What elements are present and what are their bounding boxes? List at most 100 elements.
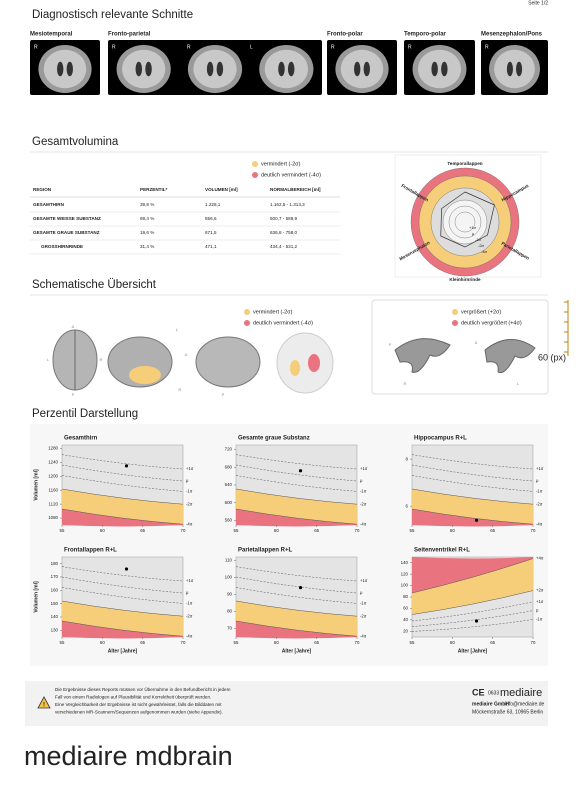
y-tick-label: 170: [51, 574, 59, 579]
brain-matter: [417, 49, 462, 89]
sigma-line: [235, 620, 358, 637]
sigma-label: μ: [186, 590, 189, 595]
sigma-line: [61, 475, 184, 492]
legend-label: deutlich vermindert (-4σ): [261, 172, 321, 178]
sigma-label: +1σ: [186, 578, 194, 583]
ventricle: [441, 61, 448, 77]
sigma-line: [411, 475, 534, 492]
sigma-line: [235, 464, 358, 482]
sigma-label: -2σ: [360, 613, 367, 618]
sigma-line: [235, 454, 358, 470]
brain-matter: [121, 49, 166, 89]
sigma-line: [61, 508, 184, 525]
radar-ring: [448, 205, 482, 239]
sigma-label: -1σ: [186, 601, 193, 606]
sigma-label: +1σ: [186, 466, 194, 471]
sigma-label: μ: [186, 478, 189, 483]
sigma-line: [235, 600, 358, 617]
y-tick-label: 110: [225, 558, 233, 563]
x-axis-label: Alter [Jahre]: [108, 648, 138, 654]
x-tick-label: 70: [531, 640, 536, 645]
legend-swatch: [252, 161, 258, 167]
y-tick-label: 80: [227, 609, 232, 614]
x-tick-label: 65: [490, 640, 495, 645]
radar-region: Kleinhirnrinde: [449, 277, 481, 282]
orientation-mark: R: [34, 44, 38, 50]
legend-swatch: [244, 320, 250, 326]
brain-matter: [43, 49, 87, 89]
table-header: REGION: [33, 187, 52, 192]
orientation-mark: R: [331, 44, 335, 50]
orientation-letter: P: [222, 392, 225, 397]
x-tick-label: 70: [531, 528, 536, 533]
legend-swatch: [452, 309, 458, 315]
legend-swatch: [452, 320, 458, 326]
y-tick-label: 60: [403, 606, 408, 611]
notice-line: Fall von einem Radiologen auf Plausibili…: [55, 695, 211, 700]
brain-matter: [264, 49, 309, 89]
section-title: Diagnostisch relevante Schnitte: [32, 9, 193, 21]
sigma-label: -1σ: [360, 489, 367, 494]
orientation-mark: R: [112, 44, 116, 50]
radar-ring: [442, 199, 488, 245]
sigma-line: [61, 488, 184, 505]
y-tick-label: 140: [401, 560, 409, 565]
region-highlight: [129, 366, 161, 384]
x-tick-label: 60: [450, 528, 455, 533]
legend-label: deutlich vermindert (-4σ): [253, 320, 313, 326]
ventricle: [506, 61, 513, 77]
brain-matter: [193, 49, 237, 89]
ventricle: [354, 61, 361, 77]
warning-icon-mark: !: [43, 703, 45, 709]
plot-title: Gesamthirn: [64, 436, 98, 442]
radar-ring-label: μ: [472, 231, 475, 236]
band-yellow: [62, 489, 183, 525]
orientation-letter: L: [176, 327, 179, 332]
y-tick-label: 150: [51, 601, 59, 606]
table-cell: 31,4 %: [140, 244, 154, 249]
y-tick-label: 1200: [48, 473, 58, 478]
company: mediaire GmbH: [472, 701, 509, 707]
y-tick-label: 40: [403, 617, 408, 622]
ventricle: [57, 61, 64, 77]
slice-label: Temporo-polar: [404, 32, 447, 38]
ventricle: [287, 61, 295, 77]
y-tick-label: 140: [51, 614, 59, 619]
y-tick-label: 1120: [49, 501, 59, 506]
sigma-line: [235, 475, 358, 492]
brain-matter: [340, 49, 384, 89]
band-red: [236, 509, 357, 527]
y-tick-label: 8: [406, 456, 409, 461]
band-red: [236, 621, 357, 639]
sigma-label: -1σ: [536, 617, 543, 622]
y-tick-label: 1280: [48, 446, 58, 451]
sigma-line: [61, 600, 184, 617]
x-tick-label: 60: [274, 528, 279, 533]
slice-label: Fronto-polar: [327, 32, 363, 38]
sigma-line: [61, 464, 184, 482]
radar-ring: [454, 211, 476, 233]
x-tick-label: 70: [355, 640, 360, 645]
sigma-label: +4σ: [536, 556, 544, 561]
caption: mediaire mdbrain: [24, 741, 233, 771]
sigma-label: -1σ: [186, 489, 193, 494]
y-tick-label: 70: [227, 626, 232, 631]
table-cell: 39,8 %: [140, 202, 154, 207]
y-tick-label: 80: [403, 594, 408, 599]
y-tick-label: 100: [225, 575, 233, 580]
sigma-line: [411, 454, 534, 470]
table-cell: 556,6: [205, 216, 217, 221]
slice-label: Mesenzephalon/Pons: [481, 32, 543, 38]
sigma-line: [61, 587, 184, 604]
x-tick-label: 55: [410, 640, 415, 645]
sigma-line: [61, 454, 184, 470]
y-axis-label: Volumen [ml]: [33, 581, 39, 613]
y-tick-label: 20: [403, 628, 408, 633]
sigma-label: +1σ: [536, 599, 544, 604]
orientation-letter: P: [72, 392, 75, 397]
band-yellow: [236, 489, 357, 525]
slice-label: Fronto-parietal: [108, 32, 151, 38]
x-axis-label: Alter [Jahre]: [458, 648, 488, 654]
sigma-line: [411, 558, 534, 594]
orientation-mark: L: [250, 44, 253, 50]
